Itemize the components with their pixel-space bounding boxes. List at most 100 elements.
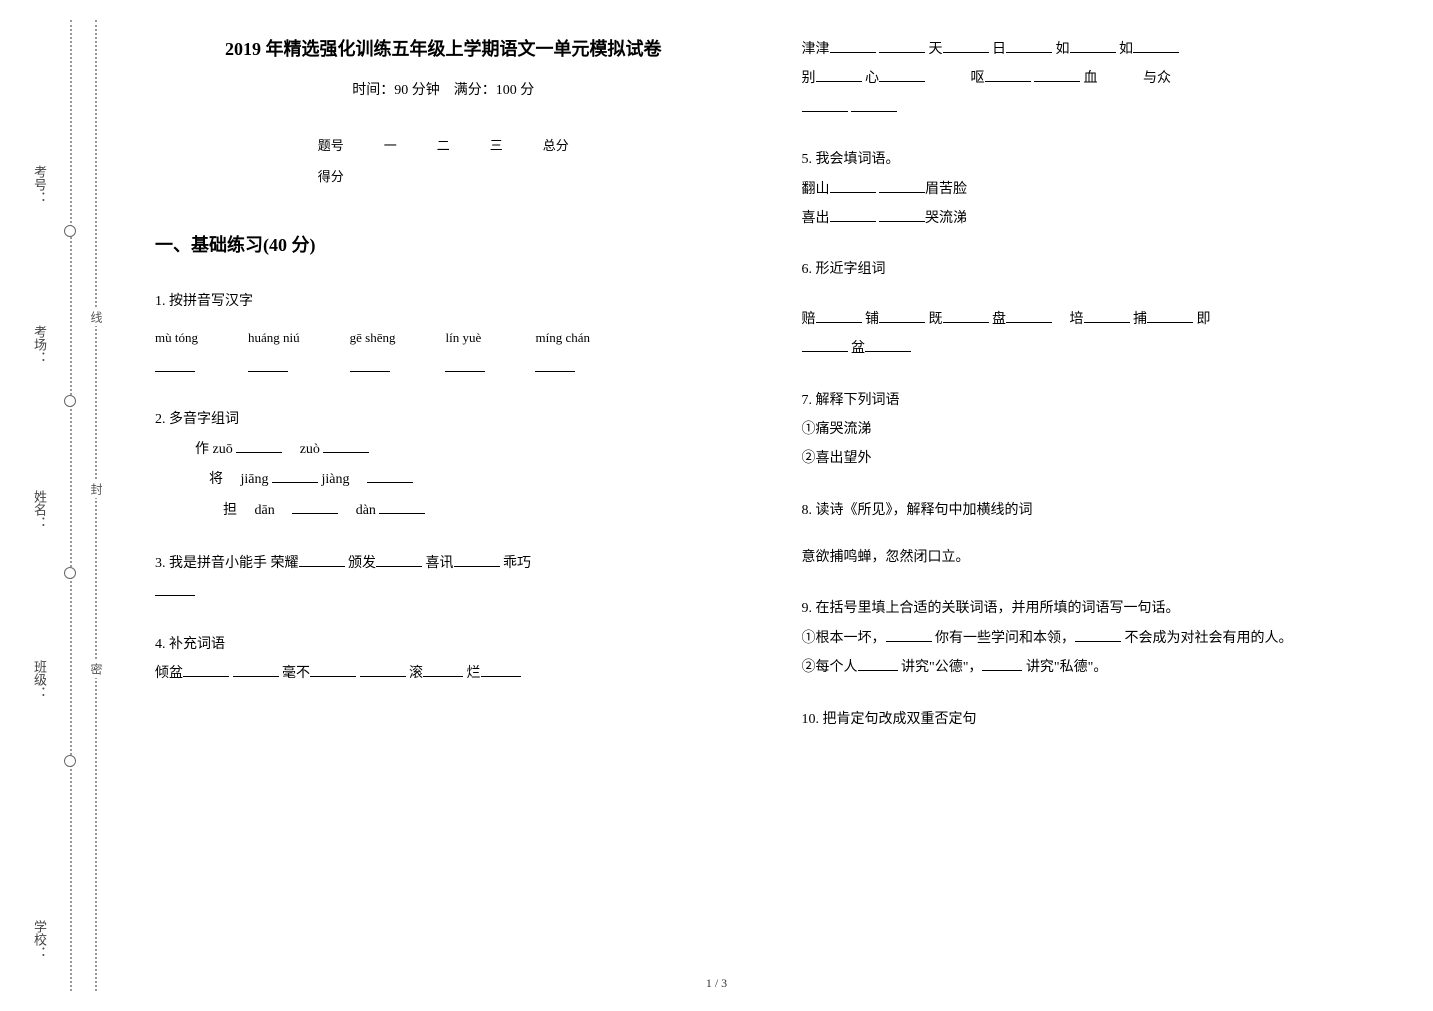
question-8: 8. 读诗《所见》，解释句中加横线的词 意欲捕鸣蝉，忽然闭口立。 — [802, 496, 1379, 573]
margin-label-banji: 班级： — [30, 660, 49, 699]
pinyin-item: gē shēng — [350, 324, 396, 383]
score-col: 三 — [470, 129, 523, 160]
answer-blank[interactable] — [323, 439, 369, 453]
exam-title: 2019 年精选强化训练五年级上学期语文一单元模拟试卷 — [155, 35, 732, 61]
answer-blank[interactable] — [879, 208, 925, 222]
score-col: 二 — [417, 129, 470, 160]
answer-blank[interactable] — [1070, 39, 1116, 53]
answer-blank[interactable] — [1006, 39, 1052, 53]
pinyin-row: mù tóng huáng niú gē shēng lín yuè míng … — [155, 324, 732, 383]
answer-blank[interactable] — [1084, 309, 1130, 323]
answer-blank[interactable] — [248, 358, 288, 372]
question-6: 6. 形近字组词 赔 铺 既 盘 培 捕 即 盆 — [802, 255, 1379, 363]
answer-blank[interactable] — [1147, 309, 1193, 323]
answer-blank[interactable] — [802, 338, 848, 352]
answer-blank[interactable] — [535, 358, 575, 372]
answer-blank[interactable] — [879, 179, 925, 193]
score-cell — [523, 160, 589, 191]
answer-blank[interactable] — [830, 39, 876, 53]
answer-blank[interactable] — [272, 469, 318, 483]
pinyin-item: míng chán — [535, 324, 590, 383]
answer-blank[interactable] — [1075, 628, 1121, 642]
question-label: 1. 按拼音写汉字 — [155, 287, 732, 316]
seal-text-feng: 封 — [88, 480, 105, 498]
answer-blank[interactable] — [299, 553, 345, 567]
question-5: 5. 我会填词语。 翻山 眉苦脸 喜出 哭流涕 — [802, 145, 1379, 233]
pinyin-item: mù tóng — [155, 324, 198, 383]
answer-blank[interactable] — [858, 657, 898, 671]
answer-blank[interactable] — [379, 500, 425, 514]
question-7: 7. 解释下列词语 ①痛哭流涕 ②喜出望外 — [802, 386, 1379, 474]
margin-label-kaochang: 考场： — [30, 325, 49, 364]
answer-blank[interactable] — [155, 582, 195, 596]
answer-blank[interactable] — [865, 338, 911, 352]
question-3: 3. 我是拼音小能手 荣耀 颁发 喜讯 乖巧 — [155, 549, 732, 608]
margin-label-xingming: 姓名： — [30, 490, 49, 529]
margin-label-kaohao: 考号： — [30, 165, 49, 204]
answer-blank[interactable] — [816, 68, 862, 82]
table-row: 得分 — [298, 160, 589, 191]
question-4: 4. 补充词语 倾盆 毫不 滚 烂 — [155, 630, 732, 689]
score-cell — [417, 160, 470, 191]
answer-blank[interactable] — [879, 39, 925, 53]
question-label: 2. 多音字组词 — [155, 405, 732, 434]
answer-blank[interactable] — [1006, 309, 1052, 323]
answer-blank[interactable] — [376, 553, 422, 567]
content-area: 2019 年精选强化训练五年级上学期语文一单元模拟试卷 时间：90 分钟 满分：… — [100, 0, 1433, 1011]
table-row: 题号 一 二 三 总分 — [298, 129, 589, 160]
answer-blank[interactable] — [943, 39, 989, 53]
answer-blank[interactable] — [310, 663, 356, 677]
answer-blank[interactable] — [830, 179, 876, 193]
exam-subtitle: 时间：90 分钟 满分：100 分 — [155, 79, 732, 99]
answer-blank[interactable] — [816, 309, 862, 323]
answer-blank[interactable] — [982, 657, 1022, 671]
answer-blank[interactable] — [851, 98, 897, 112]
answer-blank[interactable] — [183, 663, 229, 677]
question-label: 4. 补充词语 — [155, 630, 732, 659]
answer-blank[interactable] — [236, 439, 282, 453]
question-10: 10. 把肯定句改成双重否定句 — [802, 705, 1379, 734]
answer-blank[interactable] — [350, 358, 390, 372]
pinyin-item: huáng niú — [248, 324, 300, 383]
answer-blank[interactable] — [481, 663, 521, 677]
score-label: 得分 — [298, 160, 364, 191]
score-label: 题号 — [298, 129, 364, 160]
section-heading: 一、基础练习(40 分) — [155, 231, 732, 257]
answer-blank[interactable] — [802, 98, 848, 112]
answer-blank[interactable] — [423, 663, 463, 677]
right-column: 津津 天 日 如 如 别 心 呕 血 与众 — [767, 35, 1404, 991]
q7-item2: ②喜出望外 — [802, 444, 1379, 473]
answer-blank[interactable] — [985, 68, 1031, 82]
answer-blank[interactable] — [445, 358, 485, 372]
answer-blank[interactable] — [830, 208, 876, 222]
answer-blank[interactable] — [1034, 68, 1080, 82]
answer-blank[interactable] — [943, 309, 989, 323]
left-column: 2019 年精选强化训练五年级上学期语文一单元模拟试卷 时间：90 分钟 满分：… — [130, 35, 767, 991]
answer-blank[interactable] — [155, 358, 195, 372]
answer-blank[interactable] — [292, 500, 338, 514]
score-cell — [364, 160, 417, 191]
seal-circle — [64, 755, 76, 767]
answer-blank[interactable] — [879, 309, 925, 323]
poem-line: 意欲捕鸣蝉，忽然闭口立。 — [802, 543, 1379, 572]
question-label: 9. 在括号里填上合适的关联词语，并用所填的词语写一句话。 — [802, 594, 1379, 623]
answer-blank[interactable] — [879, 68, 925, 82]
answer-blank[interactable] — [1133, 39, 1179, 53]
question-4-cont: 津津 天 日 如 如 别 心 呕 血 与众 — [802, 35, 1379, 123]
answer-blank[interactable] — [233, 663, 279, 677]
seal-text-xian: 线 — [88, 308, 105, 326]
question-label: 8. 读诗《所见》，解释句中加横线的词 — [802, 496, 1379, 525]
answer-blank[interactable] — [367, 469, 413, 483]
binding-margin: 考号： 考场： 姓名： 班级： 学校： 线 封 密 — [0, 0, 100, 1011]
score-table: 题号 一 二 三 总分 得分 — [298, 129, 589, 191]
question-label: 6. 形近字组词 — [802, 255, 1379, 284]
answer-blank[interactable] — [360, 663, 406, 677]
dotted-seal-line-2 — [95, 20, 97, 991]
answer-blank[interactable] — [454, 553, 500, 567]
score-col: 总分 — [523, 129, 589, 160]
question-label: 3. 我是拼音小能手 — [155, 556, 267, 571]
question-2: 2. 多音字组词 作 zuō zuò 将 jiāng jiàng — [155, 405, 732, 527]
question-1: 1. 按拼音写汉字 mù tóng huáng niú gē shēng lín… — [155, 287, 732, 383]
answer-blank[interactable] — [886, 628, 932, 642]
score-cell — [470, 160, 523, 191]
